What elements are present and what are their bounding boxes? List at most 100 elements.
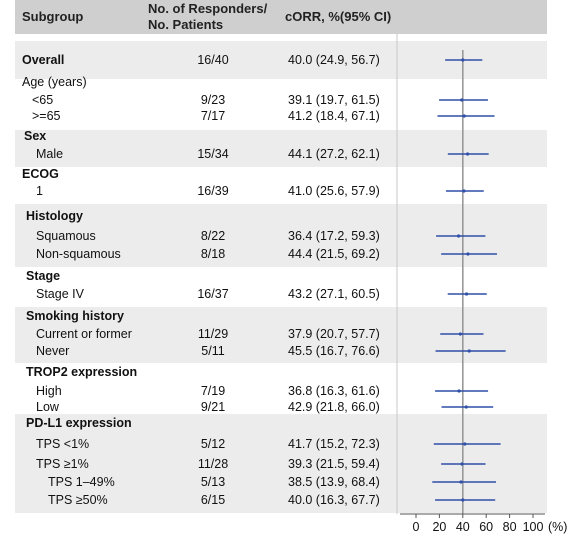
corr-value: 40.0 (24.9, 56.7) <box>288 53 380 67</box>
point-estimate <box>456 234 461 238</box>
subgroup-label: TPS ≥1% <box>36 457 89 471</box>
corr-value: 37.9 (20.7, 57.7) <box>288 327 380 341</box>
x-tick-label: 0 <box>413 520 420 534</box>
corr-value: 39.3 (21.5, 59.4) <box>288 457 380 471</box>
responders-value: 8/18 <box>201 247 225 261</box>
responders-value: 11/28 <box>198 457 228 471</box>
responders-value: 5/12 <box>201 437 225 451</box>
point-estimate <box>467 349 471 353</box>
responders-value: 8/22 <box>201 229 225 243</box>
corr-value: 36.8 (16.3, 61.6) <box>288 384 380 398</box>
responders-value: 9/23 <box>201 93 225 107</box>
subgroup-label: ECOG <box>22 167 59 181</box>
table-row: TROP2 expression <box>26 365 137 379</box>
table-row: Never 5/11 45.5 (16.7, 76.6) <box>36 344 380 358</box>
corr-value: 43.2 (27.1, 60.5) <box>288 287 380 301</box>
table-row: 1 16/39 41.0 (25.6, 57.9) <box>36 184 380 198</box>
subgroup-label: Histology <box>26 209 83 223</box>
table-row: Sex <box>24 129 46 143</box>
corr-value: 41.2 (18.4, 67.1) <box>288 109 380 123</box>
point-estimate <box>462 114 466 118</box>
point-estimate <box>461 498 465 502</box>
table-header-background <box>15 0 547 34</box>
responders-value: 16/37 <box>197 287 228 301</box>
subgroup-label: Stage <box>26 269 60 283</box>
corr-value: 39.1 (19.7, 61.5) <box>288 93 380 107</box>
row-band <box>15 307 547 363</box>
header-responders-line2: No. Patients <box>148 17 223 32</box>
table-row: >=65 7/17 41.2 (18.4, 67.1) <box>32 109 380 123</box>
point-estimate <box>461 58 465 62</box>
point-estimate <box>465 152 470 156</box>
confidence-intervals <box>432 58 506 502</box>
x-tick-label: 100 <box>523 520 544 534</box>
table-row: ECOG <box>22 167 59 181</box>
table-row: TPS ≥50% 6/15 40.0 (16.3, 67.7) <box>48 493 380 507</box>
subgroup-label: Non-squamous <box>36 247 121 261</box>
responders-value: 16/40 <box>197 53 228 67</box>
responders-value: 16/39 <box>197 184 228 198</box>
subgroup-label: High <box>36 384 62 398</box>
point-estimate <box>457 389 461 393</box>
point-estimate <box>460 462 464 466</box>
table-row: Non-squamous 8/18 44.4 (21.5, 69.2) <box>36 247 380 261</box>
corr-value: 45.5 (16.7, 76.6) <box>288 344 380 358</box>
responders-value: 6/15 <box>201 493 225 507</box>
responders-value: 11/29 <box>198 327 228 341</box>
table-rows: Overall 16/40 40.0 (24.9, 56.7) Age (years)… <box>22 53 380 507</box>
table-row: PD-L1 expression <box>26 416 132 430</box>
x-tick-label: 60 <box>479 520 493 534</box>
table-row: Overall 16/40 40.0 (24.9, 56.7) <box>22 53 380 67</box>
x-axis: 0 20 40 60 80 100 (%) <box>400 513 567 534</box>
table-row: <65 9/23 39.1 (19.7, 61.5) <box>32 93 380 107</box>
subgroup-label: Stage IV <box>36 287 85 301</box>
responders-value: 5/13 <box>201 475 225 489</box>
x-tick-label: 40 <box>456 520 470 534</box>
point-estimate <box>463 442 467 446</box>
subgroup-label: Sex <box>24 129 46 143</box>
x-tick-label: 20 <box>432 520 446 534</box>
corr-value: 41.7 (15.2, 72.3) <box>288 437 380 451</box>
table-row: TPS 1–49% 5/13 38.5 (13.9, 68.4) <box>48 475 380 489</box>
responders-value: 7/17 <box>201 109 225 123</box>
table-row: Age (years) <box>22 75 87 89</box>
corr-value: 41.0 (25.6, 57.9) <box>288 184 380 198</box>
corr-value: 36.4 (17.2, 59.3) <box>288 229 380 243</box>
header-subgroup: Subgroup <box>22 9 83 24</box>
subgroup-label: Age (years) <box>22 75 87 89</box>
subgroup-label: PD-L1 expression <box>26 416 132 430</box>
table-row: Low 9/21 42.9 (21.8, 66.0) <box>36 400 380 414</box>
point-estimate <box>458 332 462 336</box>
subgroup-label: TPS ≥50% <box>48 493 108 507</box>
subgroup-label: Male <box>36 147 63 161</box>
x-axis-unit: (%) <box>548 520 567 534</box>
table-row: Stage <box>26 269 60 283</box>
header-responders-line1: No. of Responders/ <box>148 1 268 16</box>
subgroup-label: >=65 <box>32 109 61 123</box>
table-row: TPS <1% 5/12 41.7 (15.2, 72.3) <box>36 437 380 451</box>
responders-value: 9/21 <box>201 400 225 414</box>
responders-value: 15/34 <box>197 147 228 161</box>
subgroup-label: <65 <box>32 93 53 107</box>
corr-value: 40.0 (16.3, 67.7) <box>288 493 380 507</box>
x-tick-label: 80 <box>503 520 517 534</box>
point-estimate <box>462 189 466 193</box>
row-bands <box>15 41 547 513</box>
point-estimate <box>466 252 470 256</box>
subgroup-label: Overall <box>22 53 64 67</box>
table-row: TPS ≥1% 11/28 39.3 (21.5, 59.4) <box>36 457 380 471</box>
subgroup-label: Current or former <box>36 327 132 341</box>
point-estimate <box>464 405 468 409</box>
corr-value: 42.9 (21.8, 66.0) <box>288 400 380 414</box>
subgroup-label: TROP2 expression <box>26 365 137 379</box>
table-row: Squamous 8/22 36.4 (17.2, 59.3) <box>36 229 380 243</box>
point-estimate <box>464 292 469 296</box>
table-row: Male 15/34 44.1 (27.2, 62.1) <box>36 147 380 161</box>
table-row: Current or former 11/29 37.9 (20.7, 57.7) <box>36 327 380 341</box>
corr-value: 38.5 (13.9, 68.4) <box>288 475 380 489</box>
table-row: Histology <box>26 209 83 223</box>
subgroup-label: Never <box>36 344 69 358</box>
subgroup-label: 1 <box>36 184 43 198</box>
table-row: High 7/19 36.8 (16.3, 61.6) <box>36 384 380 398</box>
